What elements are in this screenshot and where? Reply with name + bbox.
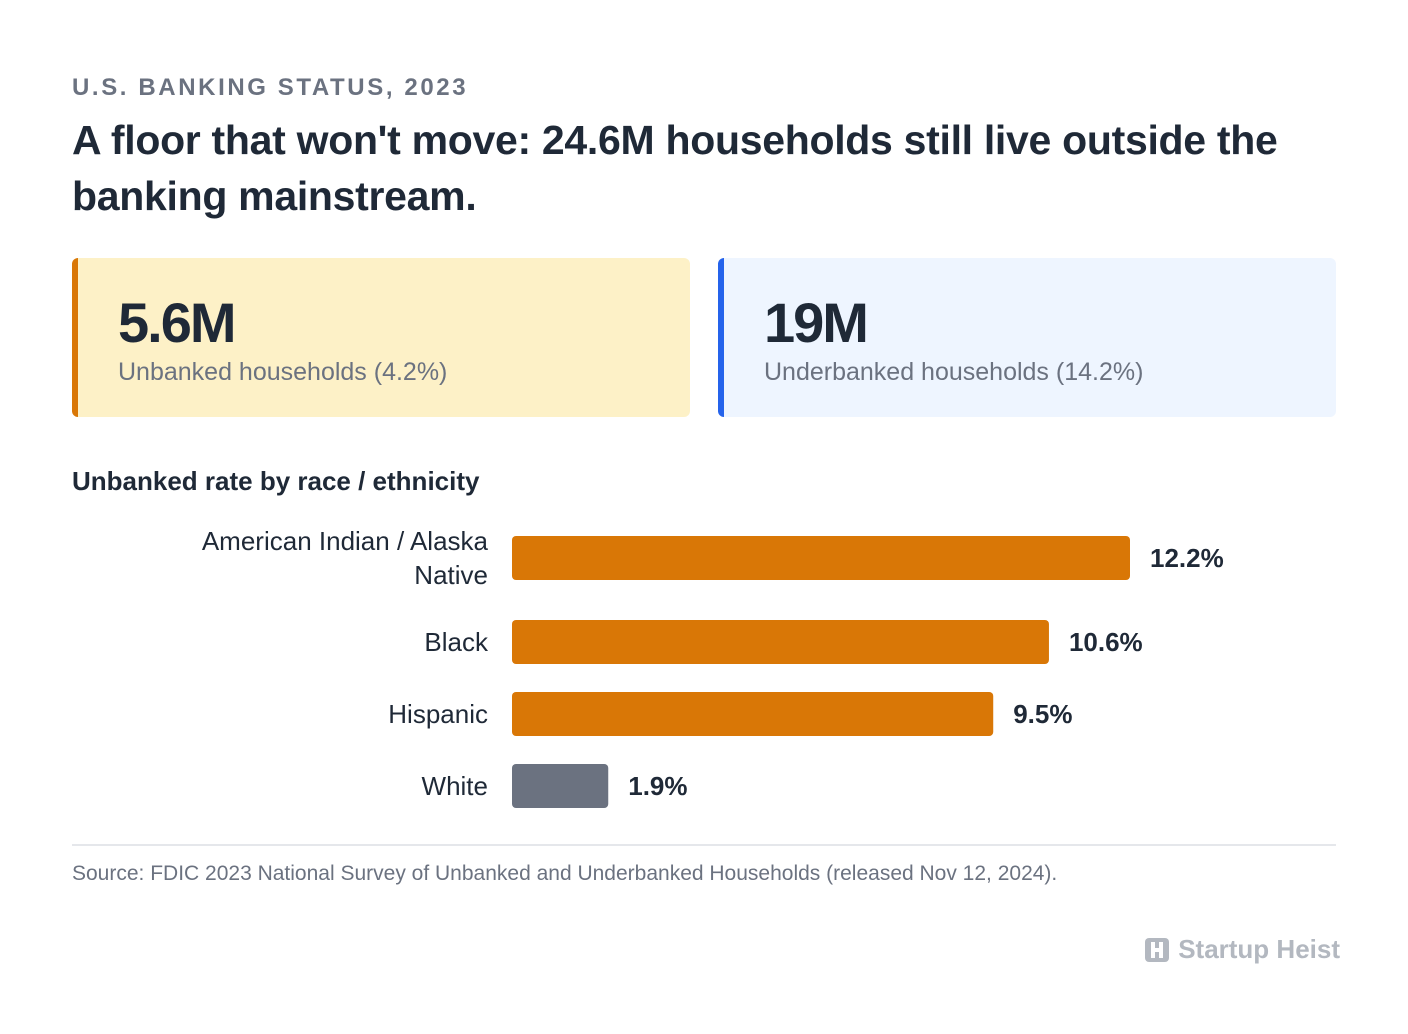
logo-icon bbox=[1145, 937, 1170, 962]
category-label-0-1: Native bbox=[414, 560, 488, 590]
value-label-3: 1.9% bbox=[628, 771, 687, 801]
page-title: A floor that won't move: 24.6M household… bbox=[72, 117, 1278, 219]
brand: Startup Heist bbox=[1144, 934, 1340, 965]
bar-3 bbox=[512, 764, 609, 808]
stat-label-unbanked: Unbanked households (4.2%) bbox=[118, 358, 448, 386]
stat-card-unbanked: 5.6M Unbanked households (4.2%) bbox=[72, 258, 690, 417]
category-label-0-0: American Indian / Alaska bbox=[202, 526, 489, 556]
category-label-3-0: White bbox=[422, 771, 488, 801]
stat-card-underbanked: 19M Underbanked households (14.2%) bbox=[718, 258, 1336, 417]
category-label-1-0: Black bbox=[424, 627, 489, 657]
brand-name: Startup Heist bbox=[1178, 934, 1340, 964]
chart-title: Unbanked rate by race / ethnicity bbox=[72, 466, 480, 496]
eyebrow: U.S. BANKING STATUS, 2023 bbox=[72, 74, 469, 101]
value-label-2: 9.5% bbox=[1013, 699, 1072, 729]
bar-1 bbox=[512, 620, 1049, 664]
bar-2 bbox=[512, 692, 994, 736]
stat-value-underbanked: 19M bbox=[764, 291, 869, 354]
source-note: Source: FDIC 2023 National Survey of Unb… bbox=[72, 862, 1058, 885]
category-label-2-0: Hispanic bbox=[388, 699, 488, 729]
stat-label-underbanked: Underbanked households (14.2%) bbox=[764, 358, 1144, 386]
value-label-1: 10.6% bbox=[1069, 627, 1143, 657]
stat-value-unbanked: 5.6M bbox=[118, 291, 236, 354]
value-label-0: 12.2% bbox=[1150, 543, 1224, 573]
divider bbox=[72, 844, 1336, 846]
bar-0 bbox=[512, 536, 1130, 580]
